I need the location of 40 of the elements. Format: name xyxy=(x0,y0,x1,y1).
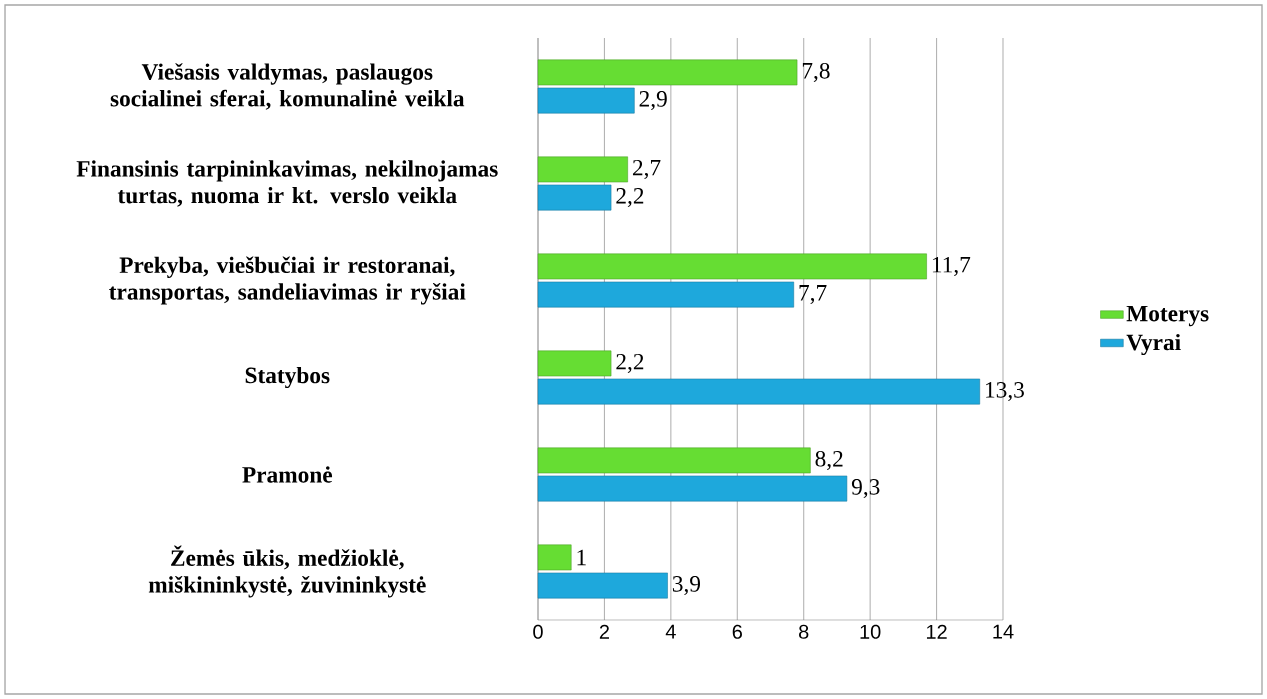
y-tick-label: Finansinis tarpininkavimas, nekilnojamas turtas, nuoma ir kt. verslo veikla xyxy=(76,160,498,207)
x-tick-label: 14 xyxy=(993,624,1014,639)
data-label: 13,3 xyxy=(986,382,1024,402)
x-tick-label: 2 xyxy=(599,624,609,639)
y-tick-label: Pramonė xyxy=(242,466,333,483)
legend-label: Moterys xyxy=(1126,305,1209,327)
data-label: 7,7 xyxy=(799,285,827,305)
x-tick-label: 8 xyxy=(799,624,809,639)
x-tick-label: 0 xyxy=(533,624,543,639)
bar xyxy=(537,544,572,571)
bar xyxy=(537,350,612,377)
bar xyxy=(537,253,927,280)
data-label: 2,7 xyxy=(632,159,661,179)
x-tick-label: 4 xyxy=(665,624,676,639)
bar xyxy=(537,447,811,474)
bar xyxy=(537,59,798,86)
bar xyxy=(537,156,628,183)
data-label: 2,9 xyxy=(639,91,667,111)
data-label: 7,8 xyxy=(802,62,830,82)
data-label: 3,9 xyxy=(672,576,701,596)
data-label: 8,2 xyxy=(815,450,843,470)
y-tick-label: Žemės ūkis, medžioklė, miškininkystė, žuvininkystė xyxy=(148,545,426,598)
x-tick-label: 12 xyxy=(926,624,947,639)
y-tick-label: Statybos xyxy=(245,366,330,389)
bar xyxy=(537,281,795,308)
bar xyxy=(537,87,635,114)
y-tick-label: Viešasis valdymas, paslaugos socialinei sferai, komunalinė veikla xyxy=(110,63,465,110)
bar xyxy=(537,572,668,599)
x-tick-label: 6 xyxy=(732,624,742,639)
legend-label: Vyrai xyxy=(1126,333,1181,356)
data-label: 2,2 xyxy=(616,353,644,373)
bar xyxy=(537,378,981,405)
bar xyxy=(537,184,612,211)
x-tick-label: 10 xyxy=(860,624,881,639)
y-tick-label: Prekyba, viešbučiai ir restoranai, transportas, sandeliavimas ir ryšiai xyxy=(109,256,466,305)
data-label: 2,2 xyxy=(616,188,644,208)
data-label: 9,3 xyxy=(851,479,880,499)
bar xyxy=(537,475,848,502)
data-label: 1 xyxy=(577,549,586,566)
data-label: 11,7 xyxy=(932,256,971,276)
